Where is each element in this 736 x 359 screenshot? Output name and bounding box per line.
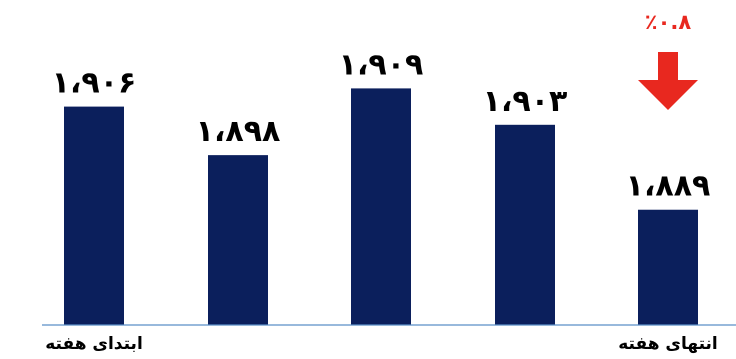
data-label-5: ۱،۸۸۹ [626,169,711,204]
bar-5 [638,209,698,325]
category-label-1: ابتدای هفته [45,334,143,354]
bar-3 [351,88,411,326]
down-arrow-icon [638,52,698,110]
data-label-4: ۱،۹۰۳ [483,84,568,119]
change-percent-label: ٪۰.۸ [645,10,692,34]
bar-2 [208,155,268,325]
bar-1 [64,106,124,325]
category-labels-group: ابتدای هفته انتهای هفته [45,334,718,354]
data-labels-group: ۱،۹۰۶ ۱،۸۹۸ ۱،۹۰۹ ۱،۹۰۳ ۱،۸۸۹ [52,47,711,203]
bar-4 [495,124,555,325]
data-label-2: ۱،۸۹۸ [196,114,281,149]
data-label-1: ۱،۹۰۶ [52,66,137,101]
data-label-3: ۱،۹۰۹ [339,47,424,82]
change-annotation: ٪۰.۸ [638,10,698,110]
category-label-5: انتهای هفته [618,334,718,354]
bars-group [64,88,698,326]
